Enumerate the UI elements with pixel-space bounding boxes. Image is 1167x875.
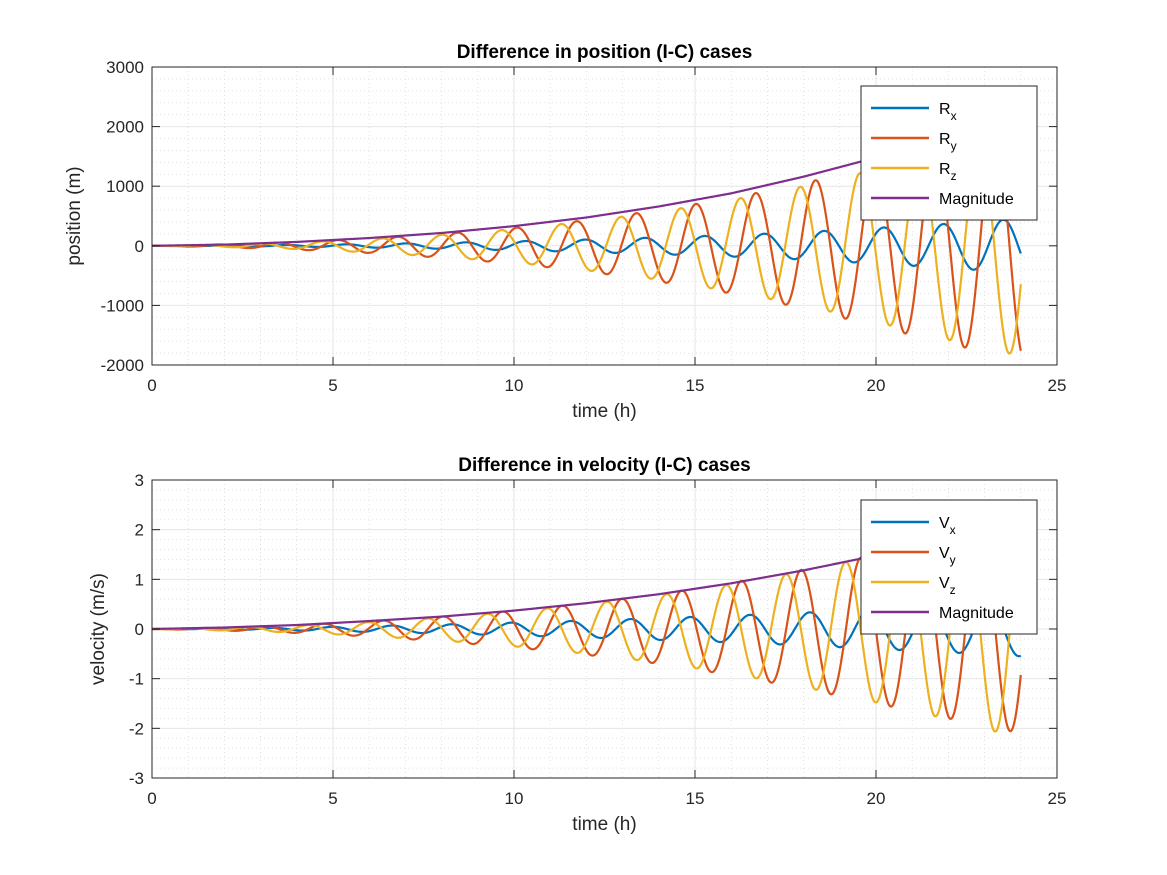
legend-label-subscript: x (951, 109, 957, 123)
legend-label-vz: Vz (939, 575, 956, 597)
x-tick-label: 0 (147, 376, 156, 395)
x-tick-label: 5 (328, 376, 337, 395)
x-tick-label: 20 (867, 376, 886, 395)
y-tick-label: 1 (135, 570, 144, 589)
y-tick-label: 3000 (106, 58, 144, 77)
x-tick-label: 10 (505, 789, 524, 808)
legend-label-vx: Vx (939, 515, 956, 537)
legend-label-magnitude: Magnitude (939, 191, 1014, 208)
legend-label-vy: Vy (939, 545, 956, 567)
x-tick-label: 0 (147, 789, 156, 808)
legend-label-main: Magnitude (939, 191, 1014, 208)
chart-title: Difference in velocity (I-C) cases (458, 455, 751, 476)
y-tick-label: 0 (135, 237, 144, 256)
legend-label-subscript: x (950, 523, 956, 537)
chart-panel-1: 0 5 10 15 20 25 -2000 -1000 0 1000 2000 3000 Differe… (64, 42, 1066, 422)
series-line-vz (152, 529, 1022, 733)
series-line-rx (152, 218, 1022, 271)
x-tick-label: 10 (505, 376, 524, 395)
legend-label-rz: Rz (939, 161, 957, 183)
legend-label-main: V (939, 575, 950, 592)
legend-label-subscript: y (951, 139, 957, 153)
y-tick-label: 0 (135, 620, 144, 639)
axes-box (151, 66, 1058, 366)
series-line-rz (152, 143, 1022, 355)
x-axis-label: time (h) (572, 814, 636, 835)
legend-label-magnitude: Magnitude (939, 605, 1014, 622)
y-tick-label: 2000 (106, 118, 144, 137)
legend-label-subscript: y (950, 553, 956, 567)
chart-panel-2: 0 5 10 15 20 25 -3 -2 -1 0 1 2 3 Difference in veloci… (88, 455, 1066, 835)
legend-label-main: V (939, 515, 950, 532)
x-tick-label: 25 (1048, 376, 1067, 395)
legend-label-rx: Rx (939, 101, 957, 123)
legend-label-subscript: z (950, 583, 956, 597)
y-tick-label: -2 (129, 719, 144, 738)
x-tick-label: 5 (328, 789, 337, 808)
legend-label-subscript: z (951, 169, 957, 183)
legend-label-main: R (939, 161, 951, 178)
y-tick-label: 1000 (106, 177, 144, 196)
legend-label-main: R (939, 131, 951, 148)
x-tick-label: 15 (686, 789, 705, 808)
y-tick-label: 3 (135, 471, 144, 490)
legend-label-main: R (939, 101, 951, 118)
y-tick-label: -3 (129, 769, 144, 788)
legend-label-main: Magnitude (939, 605, 1014, 622)
x-tick-label: 20 (867, 789, 886, 808)
x-tick-label: 15 (686, 376, 705, 395)
y-tick-label: -1000 (101, 296, 144, 315)
x-tick-label: 25 (1048, 789, 1067, 808)
legend-label-main: V (939, 545, 950, 562)
x-axis-label: time (h) (572, 401, 636, 422)
chart-title: Difference in position (I-C) cases (457, 42, 753, 63)
y-axis-label: velocity (m/s) (88, 573, 109, 685)
y-tick-label: -1 (129, 670, 144, 689)
y-tick-label: 2 (135, 521, 144, 540)
y-tick-label: -2000 (101, 356, 144, 375)
legend-label-ry: Ry (939, 131, 957, 153)
y-axis-label: position (m) (64, 166, 85, 265)
